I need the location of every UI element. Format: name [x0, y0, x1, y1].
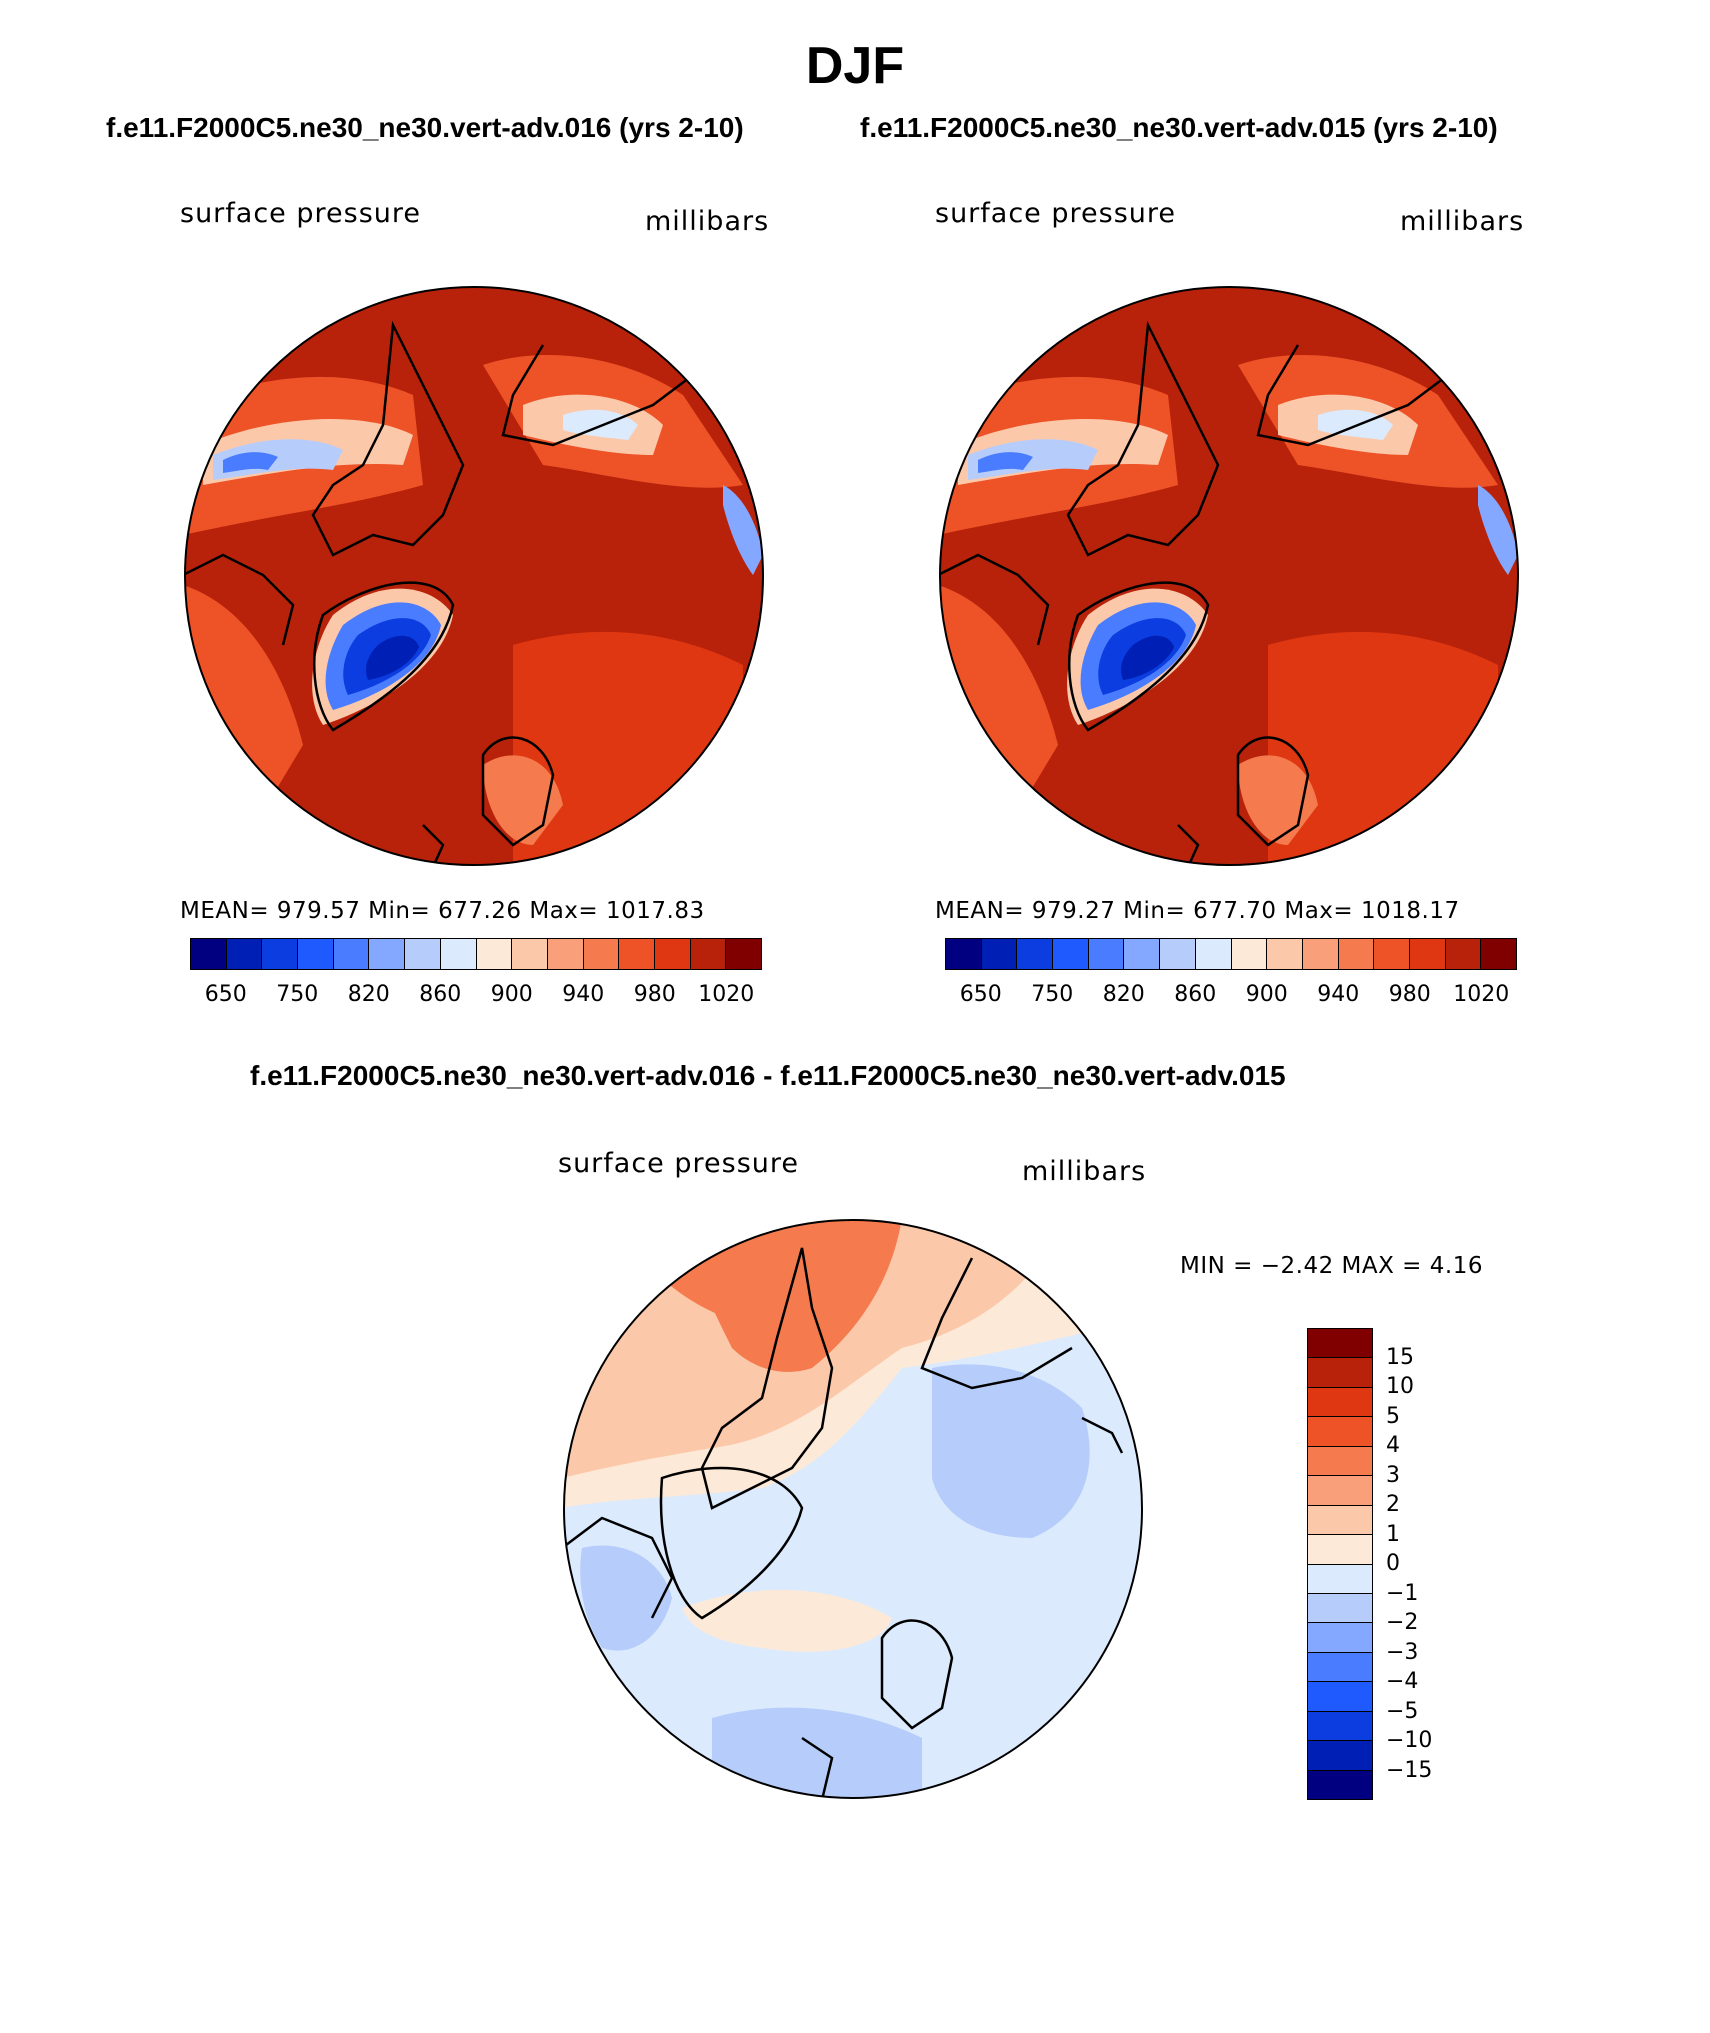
- colorbar-tick-label: 940: [1317, 982, 1360, 1007]
- colorbar-swatch: [619, 939, 655, 969]
- colorbar-swatch: [1409, 939, 1446, 969]
- panel-2-variable-label: surface pressure: [935, 198, 1176, 229]
- difference-units-label: millibars: [1022, 1156, 1147, 1187]
- colorbar-swatch: [1124, 939, 1161, 969]
- colorbar-swatch: [1308, 1711, 1372, 1742]
- colorbar-swatch: [1308, 1652, 1372, 1683]
- colorbar-swatch: [1308, 1535, 1372, 1565]
- colorbar-tick-label: −5: [1386, 1698, 1419, 1724]
- colorbar-tick-label: 860: [419, 982, 462, 1007]
- colorbar-tick-label: 10: [1386, 1374, 1414, 1399]
- colorbar-swatch: [476, 939, 513, 969]
- colorbar-tick-label: 820: [1102, 982, 1145, 1007]
- colorbar-tick-label: 2: [1386, 1492, 1400, 1517]
- difference-polar-map: [563, 1219, 1143, 1799]
- colorbar-tick-label: 5: [1386, 1403, 1400, 1429]
- colorbar-swatch: [946, 939, 982, 969]
- page-title: DJF: [805, 37, 905, 95]
- colorbar-swatch: [1308, 1387, 1372, 1418]
- colorbar-swatch: [1017, 939, 1054, 969]
- colorbar-swatch: [1308, 1564, 1372, 1594]
- colorbar-tick-label: −10: [1386, 1728, 1433, 1753]
- colorbar-tick-label: 1020: [1453, 982, 1510, 1007]
- colorbar-tick-label: 15: [1386, 1344, 1414, 1370]
- colorbar-swatch: [654, 939, 691, 969]
- difference-minmax: MIN = −2.42 MAX = 4.16: [1180, 1253, 1483, 1279]
- panel-2-polar-map: [939, 286, 1519, 866]
- colorbar-tick-label: −3: [1386, 1639, 1419, 1665]
- colorbar-swatch: [1308, 1770, 1372, 1799]
- colorbar-swatch: [690, 939, 727, 969]
- colorbar-swatch: [440, 939, 477, 969]
- colorbar-swatch: [1267, 939, 1303, 969]
- colorbar-swatch: [1302, 939, 1339, 969]
- colorbar-tick-label: 650: [204, 982, 247, 1007]
- colorbar-swatch: [1481, 939, 1516, 969]
- panel-2-colorbar: [945, 938, 1517, 970]
- colorbar-swatch: [583, 939, 620, 969]
- panel-1-variable-label: surface pressure: [180, 198, 421, 229]
- colorbar-swatch: [1195, 939, 1232, 969]
- colorbar-swatch: [1308, 1417, 1372, 1447]
- colorbar-tick-label: −15: [1386, 1757, 1433, 1783]
- colorbar-tick-label: 750: [1031, 982, 1074, 1007]
- colorbar-swatch: [1053, 939, 1089, 969]
- colorbar-swatch: [1308, 1505, 1372, 1536]
- colorbar-tick-label: 750: [276, 982, 319, 1007]
- colorbar-swatch: [1088, 939, 1125, 969]
- colorbar-tick-label: 980: [1388, 982, 1431, 1007]
- colorbar-tick-label: −2: [1386, 1610, 1419, 1635]
- colorbar-tick-label: 820: [347, 982, 390, 1007]
- colorbar-tick-label: 1020: [698, 982, 755, 1007]
- colorbar-swatch: [333, 939, 370, 969]
- colorbar-swatch: [1308, 1358, 1372, 1388]
- colorbar-swatch: [981, 939, 1018, 969]
- colorbar-tick-label: 3: [1386, 1462, 1400, 1488]
- colorbar-swatch: [1308, 1329, 1372, 1359]
- colorbar-swatch: [1308, 1446, 1372, 1477]
- colorbar-tick-label: 900: [1245, 982, 1288, 1007]
- panel-1-polar-map: [184, 286, 764, 866]
- colorbar-swatch: [1231, 939, 1268, 969]
- colorbar-swatch: [1445, 939, 1482, 969]
- colorbar-swatch: [547, 939, 584, 969]
- difference-variable-label: surface pressure: [558, 1148, 799, 1179]
- colorbar-swatch: [1338, 939, 1375, 969]
- colorbar-swatch: [369, 939, 406, 969]
- colorbar-swatch: [512, 939, 548, 969]
- colorbar-tick-label: −4: [1386, 1669, 1419, 1694]
- difference-colorbar: [1307, 1328, 1373, 1800]
- panel-2-units-label: millibars: [1400, 206, 1525, 237]
- colorbar-tick-label: 940: [562, 982, 605, 1007]
- colorbar-swatch: [262, 939, 299, 969]
- colorbar-tick-label: 4: [1386, 1433, 1400, 1458]
- difference-title: f.e11.F2000C5.ne30_ne30.vert-adv.016 - f…: [250, 1060, 1286, 1091]
- colorbar-swatch: [191, 939, 227, 969]
- colorbar-swatch: [726, 939, 761, 969]
- colorbar-swatch: [1308, 1476, 1372, 1506]
- colorbar-swatch: [1308, 1623, 1372, 1653]
- colorbar-tick-label: 1: [1386, 1521, 1400, 1547]
- colorbar-swatch: [1308, 1741, 1372, 1771]
- panel-2-stats: MEAN= 979.27 Min= 677.70 Max= 1018.17: [935, 898, 1460, 924]
- panel-1-colorbar: [190, 938, 762, 970]
- colorbar-tick-label: 0: [1386, 1551, 1400, 1576]
- colorbar-swatch: [298, 939, 334, 969]
- colorbar-swatch: [1308, 1682, 1372, 1712]
- colorbar-swatch: [226, 939, 263, 969]
- colorbar-swatch: [1160, 939, 1196, 969]
- colorbar-tick-label: 860: [1174, 982, 1217, 1007]
- colorbar-swatch: [405, 939, 441, 969]
- colorbar-tick-label: 650: [959, 982, 1002, 1007]
- panel-2-case-title: f.e11.F2000C5.ne30_ne30.vert-adv.015 (yr…: [860, 112, 1498, 143]
- colorbar-swatch: [1374, 939, 1410, 969]
- colorbar-tick-label: −1: [1386, 1580, 1419, 1606]
- panel-1-units-label: millibars: [645, 206, 770, 237]
- colorbar-swatch: [1308, 1593, 1372, 1624]
- panel-1-stats: MEAN= 979.57 Min= 677.26 Max= 1017.83: [180, 898, 705, 924]
- panel-1-case-title: f.e11.F2000C5.ne30_ne30.vert-adv.016 (yr…: [106, 112, 744, 143]
- colorbar-tick-label: 900: [490, 982, 533, 1007]
- colorbar-tick-label: 980: [633, 982, 676, 1007]
